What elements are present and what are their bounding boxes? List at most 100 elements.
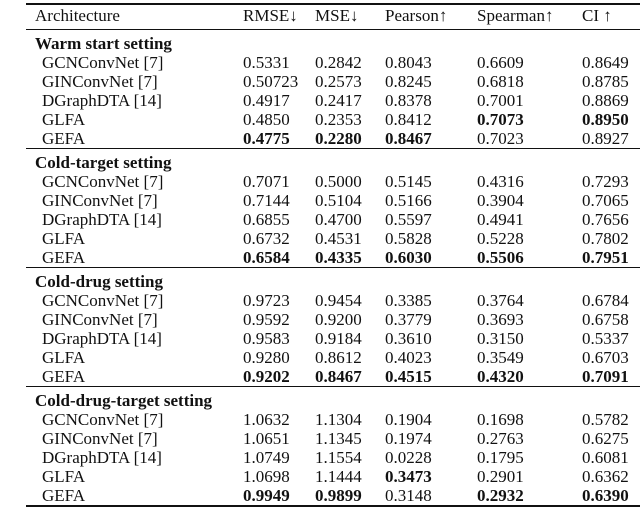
column-header-architecture: Architecture <box>35 6 120 25</box>
column-header-ci: CI ↑ <box>582 6 612 25</box>
metric-value: 0.1974 <box>385 429 432 448</box>
metric-value: 0.8649 <box>582 53 629 72</box>
section-title: Warm start setting <box>35 34 172 53</box>
table-row: DGraphDTA [14] 0.4917 0.2417 0.8378 0.7001 0.… <box>26 91 640 110</box>
column-header-mse: MSE↓ <box>315 6 359 25</box>
metric-value: 0.8378 <box>385 91 432 110</box>
metric-value: 0.8785 <box>582 72 629 91</box>
architecture-name: GLFA <box>42 467 86 486</box>
metric-value: 0.0228 <box>385 448 432 467</box>
metric-value: 0.7802 <box>582 229 629 248</box>
metric-value: 0.3779 <box>385 310 432 329</box>
metric-value: 0.7091 <box>582 367 629 386</box>
metric-value: 0.3150 <box>477 329 524 348</box>
metric-value: 0.4531 <box>315 229 362 248</box>
architecture-name: GEFA <box>42 486 86 505</box>
architecture-name: GCNConvNet [7] <box>42 53 164 72</box>
metric-value: 0.6275 <box>582 429 629 448</box>
metric-value: 1.1345 <box>315 429 362 448</box>
metric-value: 0.9723 <box>243 291 290 310</box>
table-row: DGraphDTA [14] 0.6855 0.4700 0.5597 0.4941 0.… <box>26 210 640 229</box>
table-row: GLFA 0.6732 0.4531 0.5828 0.5228 0.7802 <box>26 229 640 248</box>
metric-value: 0.5506 <box>477 248 524 267</box>
metric-value: 0.3693 <box>477 310 524 329</box>
section-cold-target-setting: Cold-target setting GCNConvNet [7] 0.7071 0… <box>26 149 640 268</box>
architecture-name: GINConvNet [7] <box>42 310 158 329</box>
metric-value: 0.3549 <box>477 348 524 367</box>
metric-value: 0.5331 <box>243 53 290 72</box>
metric-value: 0.4316 <box>477 172 524 191</box>
metric-value: 0.5597 <box>385 210 432 229</box>
metric-value: 0.6855 <box>243 210 290 229</box>
architecture-name: DGraphDTA [14] <box>42 448 162 467</box>
architecture-name: GLFA <box>42 348 86 367</box>
metric-value: 0.9200 <box>315 310 362 329</box>
section-title-row: Cold-drug setting <box>26 268 640 292</box>
section-cold-drug-target-setting: Cold-drug-target setting GCNConvNet [7] 1.… <box>26 387 640 506</box>
architecture-name: DGraphDTA [14] <box>42 329 162 348</box>
metric-value: 0.1904 <box>385 410 432 429</box>
architecture-name: GINConvNet [7] <box>42 429 158 448</box>
table-row: GINConvNet [7] 0.7144 0.5104 0.5166 0.3904 0.… <box>26 191 640 210</box>
metric-value: 0.6703 <box>582 348 629 367</box>
metric-value: 0.7071 <box>243 172 290 191</box>
metric-value: 0.4850 <box>243 110 290 129</box>
architecture-name: GEFA <box>42 248 86 267</box>
metric-value: 1.0651 <box>243 429 290 448</box>
table-row: GEFA 0.9202 0.8467 0.4515 0.4320 0.7091 <box>26 367 640 387</box>
section-warm-start-setting: Warm start setting GCNConvNet [7] 0.5331 0.… <box>26 30 640 149</box>
metric-value: 0.6818 <box>477 72 524 91</box>
metric-value: 0.4023 <box>385 348 432 367</box>
metric-value: 0.50723 <box>243 72 299 91</box>
metric-value: 0.9202 <box>243 367 290 386</box>
architecture-name: GCNConvNet [7] <box>42 172 164 191</box>
metric-value: 0.2573 <box>315 72 362 91</box>
metric-value: 0.8412 <box>385 110 432 129</box>
metric-value: 0.3904 <box>477 191 524 210</box>
table-row: GINConvNet [7] 0.50723 0.2573 0.8245 0.6818 0… <box>26 72 640 91</box>
architecture-name: GLFA <box>42 229 86 248</box>
table-row: GCNConvNet [7] 0.5331 0.2842 0.8043 0.6609 0.… <box>26 53 640 72</box>
metric-value: 0.2417 <box>315 91 362 110</box>
metric-value: 0.2763 <box>477 429 524 448</box>
metric-value: 0.8043 <box>385 53 432 72</box>
table-row: GEFA 0.6584 0.4335 0.6030 0.5506 0.7951 <box>26 248 640 268</box>
table-row: GEFA 0.9949 0.9899 0.3148 0.2932 0.6390 <box>26 486 640 506</box>
metric-value: 0.6784 <box>582 291 629 310</box>
metric-value: 0.4320 <box>477 367 524 386</box>
metric-value: 0.3610 <box>385 329 432 348</box>
metric-value: 1.0698 <box>243 467 290 486</box>
column-header-pearson: Pearson↑ <box>385 6 448 25</box>
metric-value: 1.0632 <box>243 410 290 429</box>
metric-value: 0.3148 <box>385 486 432 505</box>
architecture-name: GCNConvNet [7] <box>42 291 164 310</box>
architecture-name: GINConvNet [7] <box>42 72 158 91</box>
metric-value: 0.8612 <box>315 348 362 367</box>
table-row: GEFA 0.4775 0.2280 0.8467 0.7023 0.8927 <box>26 129 640 149</box>
metric-value: 0.7023 <box>477 129 524 148</box>
metric-value: 0.7951 <box>582 248 629 267</box>
metric-value: 0.5166 <box>385 191 432 210</box>
architecture-name: GLFA <box>42 110 86 129</box>
section-cold-drug-setting: Cold-drug setting GCNConvNet [7] 0.9723 0.9… <box>26 268 640 387</box>
table-row: GINConvNet [7] 1.0651 1.1345 0.1974 0.2763 0.… <box>26 429 640 448</box>
metric-value: 0.4917 <box>243 91 290 110</box>
metric-value: 0.3764 <box>477 291 524 310</box>
metric-value: 0.2932 <box>477 486 524 505</box>
metric-value: 0.5337 <box>582 329 629 348</box>
results-table: Architecture RMSE↓ MSE↓ Pearson↑ Spearma… <box>26 3 640 507</box>
metric-value: 0.4700 <box>315 210 362 229</box>
metric-value: 0.6390 <box>582 486 629 505</box>
architecture-name: GCNConvNet [7] <box>42 410 164 429</box>
metric-value: 0.2842 <box>315 53 362 72</box>
section-title-row: Cold-target setting <box>26 149 640 173</box>
table-row: GCNConvNet [7] 0.9723 0.9454 0.3385 0.3764 0.… <box>26 291 640 310</box>
table-row: GINConvNet [7] 0.9592 0.9200 0.3779 0.3693 0.… <box>26 310 640 329</box>
table-header-row: Architecture RMSE↓ MSE↓ Pearson↑ Spearma… <box>26 4 640 30</box>
table-row: GLFA 0.4850 0.2353 0.8412 0.7073 0.8950 <box>26 110 640 129</box>
section-title-row: Warm start setting <box>26 30 640 54</box>
metric-value: 0.6030 <box>385 248 432 267</box>
metric-value: 0.9454 <box>315 291 362 310</box>
metric-value: 0.3385 <box>385 291 432 310</box>
section-title: Cold-drug-target setting <box>35 391 213 410</box>
